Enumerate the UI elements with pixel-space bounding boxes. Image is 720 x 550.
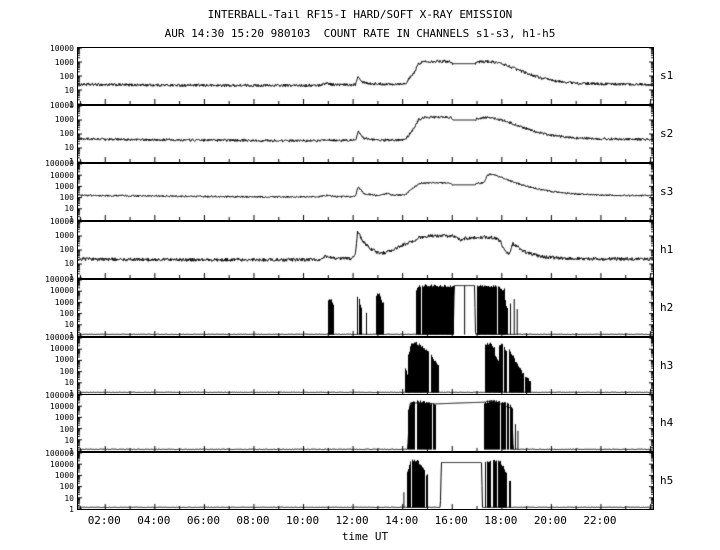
y-tick-label: 1000 bbox=[54, 181, 74, 191]
chart-title: INTERBALL-Tail RF15-I HARD/SOFT X-RAY EM… bbox=[207, 8, 513, 21]
x-tick-label: 16:00 bbox=[434, 514, 468, 527]
panel-h5 bbox=[77, 452, 654, 511]
y-tick-label: 1000 bbox=[54, 471, 74, 481]
y-tick-label: 10 bbox=[64, 85, 74, 95]
y-tick-label: 100 bbox=[59, 308, 74, 318]
y-tick-label: 1 bbox=[69, 215, 74, 225]
y-tick-label: 100 bbox=[59, 424, 74, 434]
chart-subtitle: AUR 14:30 15:20 980103 COUNT RATE IN CHA… bbox=[164, 27, 556, 40]
y-tick-label: 10000 bbox=[49, 460, 74, 469]
y-tick-label: 1000 bbox=[54, 57, 74, 67]
panel-canvas-h2 bbox=[78, 279, 653, 336]
x-tick-label: 08:00 bbox=[236, 514, 270, 527]
y-tick-label: 1 bbox=[69, 331, 74, 341]
panel-canvas-h3 bbox=[78, 337, 653, 394]
y-tick-label: 100000 bbox=[45, 448, 74, 458]
x-tick-label: 04:00 bbox=[137, 514, 171, 527]
panel-label-s2: s2 bbox=[660, 126, 674, 140]
panel-label-s1: s1 bbox=[660, 69, 674, 82]
y-tick-label: 100 bbox=[59, 129, 74, 139]
y-tick-label: 100000 bbox=[45, 275, 74, 285]
y-tick-label: 10000 bbox=[49, 101, 74, 111]
panel-canvas-s1 bbox=[78, 48, 653, 104]
x-tick-label: 06:00 bbox=[186, 514, 220, 527]
x-tick-label: 14:00 bbox=[385, 514, 419, 527]
y-tick-label: 1000 bbox=[54, 413, 74, 423]
panel-label-h3: h3 bbox=[660, 358, 674, 372]
x-tick-label: 10:00 bbox=[285, 514, 320, 527]
panel-canvas-h4 bbox=[78, 395, 653, 452]
panel-canvas-h5 bbox=[78, 453, 653, 510]
y-tick-label: 100 bbox=[59, 192, 74, 202]
panel-canvas-s3 bbox=[78, 163, 653, 220]
y-tick-label: 10 bbox=[64, 204, 74, 214]
y-tick-label: 10000 bbox=[49, 170, 74, 180]
y-tick-label: 100 bbox=[59, 71, 74, 81]
y-tick-label: 1 bbox=[69, 504, 74, 514]
y-tick-label: 100 bbox=[59, 366, 74, 376]
panel-s1 bbox=[77, 47, 654, 105]
y-tick-label: 1 bbox=[69, 273, 74, 283]
x-tick-label: 20:00 bbox=[533, 514, 567, 527]
y-tick-label: 1000 bbox=[54, 115, 74, 125]
x-tick-label: 18:00 bbox=[484, 514, 518, 527]
x-axis-title: time UT bbox=[341, 530, 389, 543]
y-tick-label: 100 bbox=[59, 245, 74, 255]
panel-canvas-s2 bbox=[78, 105, 653, 162]
panel-h4 bbox=[77, 394, 654, 453]
panel-canvas-h1 bbox=[78, 221, 653, 278]
panel-h2 bbox=[77, 278, 654, 337]
panel-s2 bbox=[77, 104, 654, 163]
y-tick-label: 1 bbox=[69, 446, 74, 456]
y-tick-label: 10000 bbox=[49, 217, 74, 227]
y-tick-label: 10000 bbox=[49, 286, 74, 296]
y-tick-label: 10000 bbox=[49, 43, 74, 53]
panel-h3 bbox=[77, 336, 654, 395]
y-tick-label: 100000 bbox=[45, 159, 74, 169]
y-tick-label: 100000 bbox=[45, 333, 74, 342]
y-tick-label: 10 bbox=[64, 435, 74, 445]
panel-label-s3: s3 bbox=[660, 184, 674, 198]
y-tick-label: 100 bbox=[59, 482, 74, 492]
y-tick-label: 1000 bbox=[54, 355, 74, 365]
y-tick-label: 1000 bbox=[54, 297, 74, 307]
y-tick-label: 100000 bbox=[45, 390, 74, 400]
y-tick-label: 1 bbox=[69, 389, 74, 398]
panel-label-h4: h4 bbox=[660, 416, 674, 430]
y-tick-label: 10 bbox=[64, 259, 74, 269]
panel-h1 bbox=[77, 220, 654, 279]
y-tick-label: 1 bbox=[69, 99, 74, 109]
y-tick-label: 10 bbox=[64, 493, 74, 503]
x-tick-label: 22:00 bbox=[583, 514, 617, 527]
y-tick-label: 10000 bbox=[49, 402, 74, 412]
y-tick-label: 10000 bbox=[49, 344, 74, 354]
x-tick-label: 12:00 bbox=[335, 514, 369, 527]
panel-label-h2: h2 bbox=[660, 300, 674, 314]
y-tick-label: 1 bbox=[69, 157, 74, 167]
y-tick-label: 10 bbox=[64, 143, 74, 153]
x-tick-label: 02:00 bbox=[87, 514, 121, 527]
y-tick-label: 1000 bbox=[54, 231, 74, 241]
panel-label-h5: h5 bbox=[660, 474, 674, 488]
y-tick-label: 10 bbox=[64, 377, 74, 387]
panel-label-h1: h1 bbox=[660, 242, 674, 256]
y-tick-label: 10 bbox=[64, 319, 74, 329]
panel-s3 bbox=[77, 162, 654, 221]
